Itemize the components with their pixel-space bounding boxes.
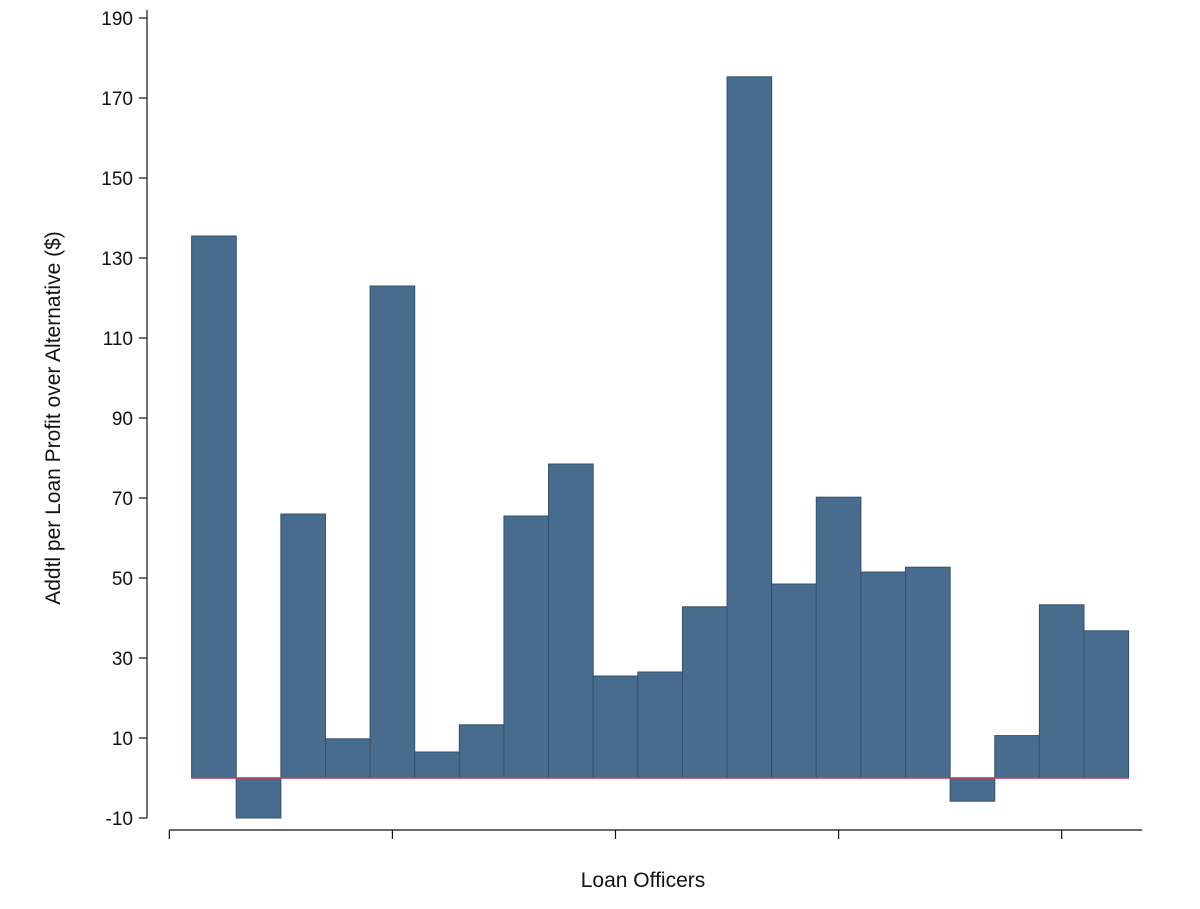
x-axis	[168, 829, 1142, 839]
bar-9	[548, 463, 594, 779]
x-axis-title: Loan Officers	[581, 869, 706, 892]
bar-3	[280, 513, 326, 779]
bar-12	[681, 606, 728, 779]
bar-4	[324, 738, 371, 779]
bar-13	[726, 76, 773, 779]
y-axis-title: Addtl per Loan Profit over Alternative (…	[42, 231, 65, 605]
bar-6	[414, 751, 460, 779]
bar-10	[592, 675, 639, 779]
y-tick-label: 90	[112, 409, 133, 430]
y-tick-label: 110	[103, 329, 133, 350]
bar-17	[905, 566, 951, 779]
bar-21	[1083, 630, 1130, 779]
bar-7	[458, 724, 505, 779]
bar-18	[949, 777, 996, 802]
bar-2	[235, 777, 282, 819]
bar-11	[637, 671, 683, 779]
y-tick-label: 50	[112, 569, 133, 590]
bar-8	[503, 515, 550, 779]
bar-1	[191, 235, 237, 779]
y-tick-label: 190	[101, 9, 133, 30]
y-tick-label: 170	[101, 89, 133, 110]
y-tick-label: 10	[112, 729, 133, 750]
y-tick-label: 70	[112, 489, 133, 510]
y-tick-label: 130	[101, 249, 133, 270]
bars-layer	[191, 76, 1130, 819]
bar-15	[815, 496, 862, 779]
bar-19	[994, 735, 1040, 779]
y-tick-label: 30	[112, 649, 133, 670]
y-axis: -10 10 30 50 70 90 110 130 150 170 190	[101, 9, 148, 830]
y-tick-label: -10	[106, 809, 133, 830]
y-tick-label: 150	[101, 169, 133, 190]
bar-16	[860, 571, 907, 779]
bar-5	[369, 285, 416, 779]
bar-14	[771, 583, 817, 779]
bar-20	[1038, 604, 1085, 779]
